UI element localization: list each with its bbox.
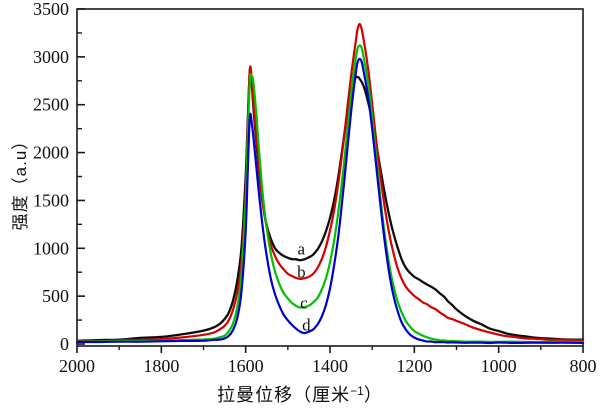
- x-axis-title-close: ）: [363, 385, 383, 405]
- series-a-label: a: [298, 239, 306, 258]
- series-c-curve: [75, 44, 585, 344]
- series-d-label: d: [302, 315, 311, 334]
- plot-frame: [76, 8, 584, 347]
- x-tick-label: 1800: [143, 356, 179, 376]
- series-d-curve: [75, 57, 585, 345]
- x-axis-title-text: 拉曼位移（厘米: [217, 385, 351, 405]
- y-tick-label: 1000: [33, 238, 69, 258]
- x-tick-label: 1600: [228, 356, 264, 376]
- x-tick-label: 1200: [396, 356, 432, 376]
- x-tick-label: 800: [570, 356, 597, 376]
- y-tick-label: 3500: [33, 0, 69, 19]
- y-axis-title-text: 强度（a.u）: [11, 131, 30, 231]
- series-c-label: c: [300, 294, 308, 313]
- x-axis-title-superscript: −1: [350, 384, 364, 398]
- series-b-label: b: [297, 263, 306, 282]
- x-axis-title: 拉曼位移（厘米−1）: [0, 381, 600, 407]
- y-tick-label: 2500: [33, 95, 69, 115]
- y-tick-label: 0: [60, 334, 69, 354]
- y-axis-title: 强度（a.u）: [6, 106, 32, 256]
- y-tick-label: 2000: [33, 143, 69, 163]
- y-tick-label: 1500: [33, 190, 69, 210]
- x-tick-label: 1000: [481, 356, 517, 376]
- series-a-curve: [75, 67, 585, 342]
- y-tick-label: 3000: [33, 47, 69, 67]
- x-tick-label: 2000: [59, 356, 95, 376]
- x-tick-label: 1400: [312, 356, 348, 376]
- y-tick-label: 500: [42, 286, 69, 306]
